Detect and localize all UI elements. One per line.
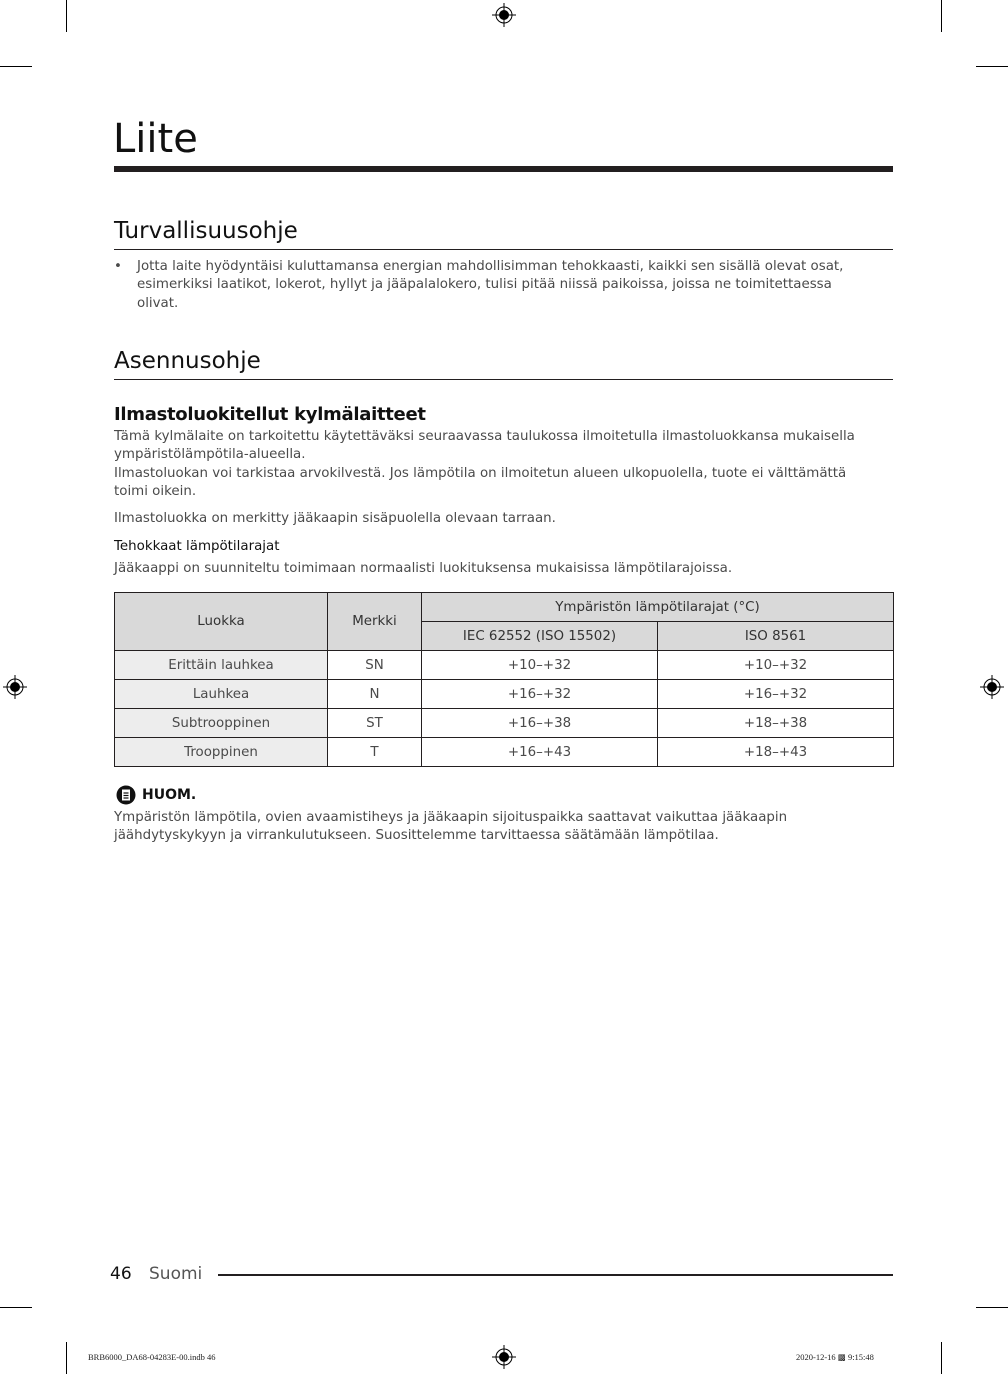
crop-mark — [941, 0, 942, 32]
cell-class: Subtrooppinen — [114, 708, 328, 738]
crop-mark — [941, 1342, 942, 1374]
cell-iso: +18–+38 — [657, 708, 894, 738]
page-number: 46 — [110, 1264, 132, 1284]
print-slug-timestamp: 2020-12-16 ▩ 9:15:48 — [796, 1352, 874, 1362]
header-iso: ISO 8561 — [657, 621, 894, 651]
cell-symbol: ST — [327, 708, 422, 738]
crop-mark — [976, 66, 1008, 67]
paragraph: Jääkaappi on suunniteltu toimimaan norma… — [114, 561, 733, 576]
cell-iso: +16–+32 — [657, 679, 894, 709]
section-heading-install: Asennusohje — [114, 348, 261, 374]
paragraph: Ilmastoluokan voi tarkistaa arvokilvestä… — [114, 466, 847, 500]
bullet-text: Jotta laite hyödyntäisi kuluttamansa ene… — [137, 259, 844, 311]
registration-mark-icon — [980, 675, 1004, 699]
limits-heading: Tehokkaat lämpötilarajat — [114, 539, 280, 554]
cell-symbol: SN — [327, 650, 422, 680]
header-iec: IEC 62552 (ISO 15502) — [421, 621, 658, 651]
table-row: Trooppinen T +16–+43 +18–+43 — [114, 737, 894, 767]
bullet-item: • Jotta laite hyödyntäisi kuluttamansa e… — [114, 258, 874, 313]
paragraph: Tämä kylmälaite on tarkoitettu käytettäv… — [114, 429, 855, 463]
section-heading-safety: Turvallisuusohje — [114, 218, 298, 244]
title-bar — [114, 166, 893, 172]
crop-mark — [0, 1307, 32, 1308]
crop-mark — [0, 66, 32, 67]
bullet: • — [114, 259, 122, 274]
subheading: Ilmastoluokitellut kylmälaitteet — [114, 404, 426, 425]
cell-class: Trooppinen — [114, 737, 328, 767]
cell-iso: +18–+43 — [657, 737, 894, 767]
header-symbol: Merkki — [327, 592, 422, 651]
note-text: Ympäristön lämpötila, ovien avaamistihey… — [114, 810, 788, 844]
note-label: HUOM. — [142, 787, 197, 803]
paragraph: Ilmastoluokka on merkitty jääkaapin sisä… — [114, 511, 556, 526]
note-icon — [116, 785, 136, 805]
footer-language: Suomi — [149, 1264, 203, 1284]
cell-class: Lauhkea — [114, 679, 328, 709]
cell-iso: +10–+32 — [657, 650, 894, 680]
crop-mark — [66, 1342, 67, 1374]
print-slug-file: BRB6000_DA68-04283E-00.indb 46 — [88, 1352, 216, 1362]
footer-rule — [218, 1274, 893, 1276]
crop-mark — [66, 0, 67, 32]
cell-iec: +16–+43 — [421, 737, 658, 767]
crop-mark — [976, 1307, 1008, 1308]
note-header: HUOM. — [116, 785, 196, 805]
table-row: Lauhkea N +16–+32 +16–+32 — [114, 679, 894, 709]
header-range: Ympäristön lämpötilarajat (°C) — [421, 592, 894, 622]
table-row: Erittäin lauhkea SN +10–+32 +10–+32 — [114, 650, 894, 680]
divider — [114, 249, 893, 250]
cell-symbol: N — [327, 679, 422, 709]
header-class: Luokka — [114, 592, 328, 651]
cell-iec: +16–+38 — [421, 708, 658, 738]
registration-mark-icon — [492, 1345, 516, 1369]
table-row: Subtrooppinen ST +16–+38 +18–+38 — [114, 708, 894, 738]
registration-mark-icon — [492, 3, 516, 27]
cell-class: Erittäin lauhkea — [114, 650, 328, 680]
cell-symbol: T — [327, 737, 422, 767]
divider — [114, 379, 893, 380]
page-title: Liite — [113, 116, 198, 162]
cell-iec: +10–+32 — [421, 650, 658, 680]
climate-class-table: Luokka Merkki Ympäristön lämpötilarajat … — [114, 592, 894, 767]
cell-iec: +16–+32 — [421, 679, 658, 709]
registration-mark-icon — [3, 675, 27, 699]
